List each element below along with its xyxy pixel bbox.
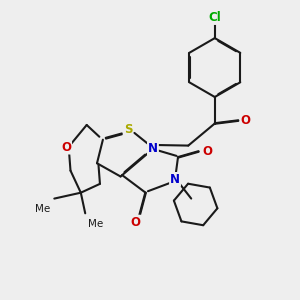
- Text: N: N: [170, 173, 180, 186]
- Text: O: O: [61, 141, 71, 154]
- Text: Me: Me: [88, 219, 103, 229]
- Text: O: O: [130, 216, 140, 229]
- Text: N: N: [148, 142, 158, 155]
- Text: S: S: [124, 123, 132, 136]
- Text: Cl: Cl: [208, 11, 221, 24]
- Text: Me: Me: [34, 205, 50, 214]
- Text: O: O: [241, 114, 251, 127]
- Text: O: O: [202, 145, 212, 158]
